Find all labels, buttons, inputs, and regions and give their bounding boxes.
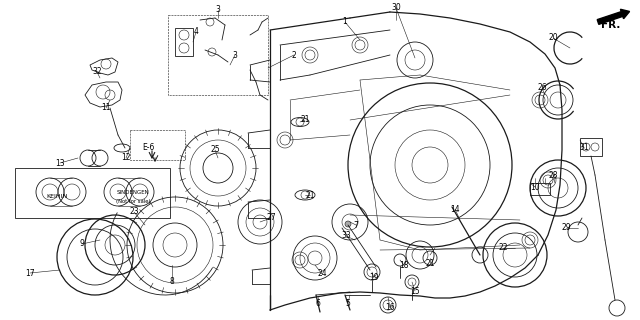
Bar [130, 130, 185, 160]
Text: 28: 28 [548, 171, 557, 180]
Bar [580, 138, 602, 156]
Text: 14: 14 [450, 204, 460, 213]
Bar [15, 168, 170, 218]
Text: 13: 13 [55, 158, 65, 167]
FancyArrow shape [597, 9, 630, 24]
Text: 15: 15 [410, 286, 420, 295]
Text: 1: 1 [342, 18, 348, 27]
Text: 23: 23 [129, 207, 139, 217]
Text: 22: 22 [499, 244, 508, 252]
Text: 33: 33 [341, 231, 351, 241]
Bar [168, 15, 268, 95]
Text: 7: 7 [353, 220, 358, 229]
Text: KEIHIN: KEIHIN [46, 195, 68, 199]
Text: 12: 12 [121, 154, 131, 163]
Bar [175, 28, 193, 56]
Bar [530, 183, 550, 195]
Text: 2: 2 [292, 51, 296, 60]
Text: 19: 19 [369, 274, 379, 283]
Text: 27: 27 [266, 213, 276, 222]
Text: 4: 4 [193, 28, 198, 36]
Text: 21: 21 [305, 190, 315, 199]
Text: 3: 3 [232, 51, 237, 60]
Text: 11: 11 [101, 103, 111, 113]
Text: SINDENGEN: SINDENGEN [116, 190, 149, 196]
Circle shape [345, 221, 351, 227]
Text: 20: 20 [548, 34, 558, 43]
Text: 21: 21 [300, 116, 310, 124]
Text: 18: 18 [399, 260, 409, 269]
Text: 8: 8 [170, 277, 174, 286]
Text: 21: 21 [425, 259, 435, 268]
Text: 31: 31 [579, 143, 589, 153]
Text: 3: 3 [216, 5, 220, 14]
Text: E-6: E-6 [142, 143, 154, 153]
Text: (Not for sale): (Not for sale) [116, 199, 150, 204]
Text: 25: 25 [210, 146, 220, 155]
Text: 10: 10 [530, 182, 540, 191]
Text: FR.: FR. [602, 20, 621, 30]
Text: 16: 16 [385, 303, 395, 313]
Text: 17: 17 [25, 268, 35, 277]
Text: 6: 6 [316, 300, 321, 308]
Text: 5: 5 [346, 299, 351, 308]
Text: 30: 30 [391, 4, 401, 12]
Text: 24: 24 [317, 269, 327, 278]
Text: 9: 9 [79, 239, 84, 249]
Text: 26: 26 [537, 84, 547, 92]
Text: 32: 32 [92, 68, 102, 76]
Text: 29: 29 [561, 223, 571, 233]
